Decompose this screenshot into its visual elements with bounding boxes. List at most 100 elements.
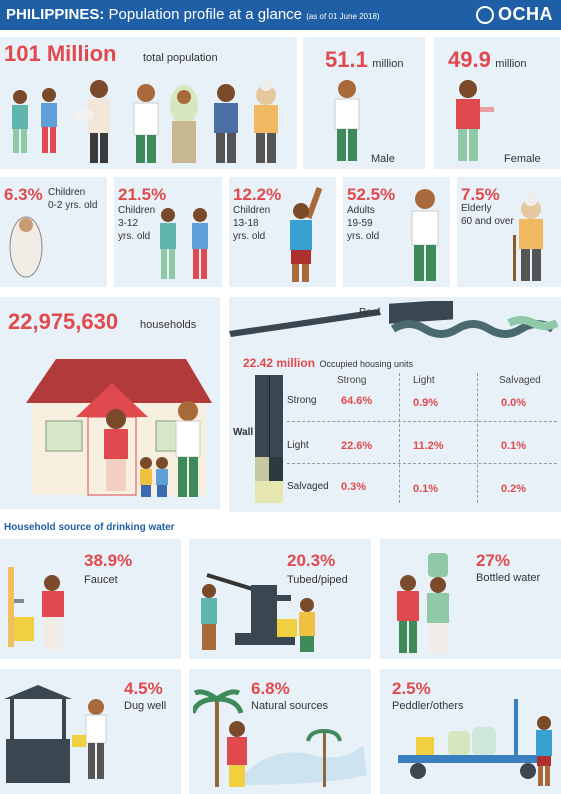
row-header-strong: Strong [287, 395, 316, 406]
age-line3: yrs. old [347, 231, 379, 242]
swaddled-baby-icon [6, 211, 46, 281]
water-label: Bottled water [476, 572, 540, 584]
un-emblem-icon [476, 6, 494, 24]
logo-text: OCHA [498, 4, 553, 24]
water-section-title: Household source of drinking water [4, 522, 175, 533]
female-value: 49.9 [448, 47, 491, 72]
water-faucet-panel: 38.9% Faucet [0, 539, 181, 659]
age-group-60-plus: 7.5% Elderly 60 and over [457, 177, 561, 287]
male-unit: million [372, 58, 403, 70]
age-pct: 6.3% [4, 185, 43, 205]
total-population-label: total population [143, 52, 218, 64]
housing-units-value: 22.42 million [243, 356, 315, 370]
age-line1: Elderly [461, 203, 492, 214]
col-header-strong: Strong [337, 375, 366, 386]
age-line2: 0-2 yrs. old [48, 200, 97, 211]
age-line1: Children [118, 205, 155, 216]
housing-units-label: Occupied housing units [319, 359, 413, 369]
households-panel: 22,975,630 households [0, 297, 220, 509]
water-label: Faucet [84, 574, 118, 586]
row-divider [287, 421, 557, 422]
adult-man-icon [403, 185, 447, 285]
water-pct: 4.5% [124, 679, 163, 699]
roof-label: Roof [359, 307, 380, 318]
age-line3: yrs. old [233, 231, 265, 242]
age-group-19-59: 52.5% Adults 19-59 yrs. old [343, 177, 450, 287]
female-label: Female [504, 153, 541, 165]
teen-waving-icon [283, 183, 333, 285]
age-pct: 12.2% [233, 185, 281, 205]
row-header-salvaged: Salvaged [287, 481, 329, 492]
water-pump-illustration [195, 561, 325, 657]
dug-well-illustration [4, 683, 120, 791]
households-label: households [140, 319, 196, 331]
col-header-salvaged: Salvaged [499, 375, 541, 386]
age-line2: 19-59 [347, 218, 373, 229]
housing-materials-panel: Roof 22.42 million Occupied housing unit… [229, 297, 561, 512]
water-label: Dug well [124, 700, 166, 712]
col-header-light: Light [413, 375, 435, 386]
households-value: 22,975,630 [8, 309, 118, 335]
water-bottled-panel: 27% Bottled water [380, 539, 561, 659]
male-value-wrap: 51.1 million [325, 47, 403, 73]
age-group-13-18: 12.2% Children 13-18 yrs. old [229, 177, 336, 287]
cell-salvaged-strong: 0.3% [341, 481, 366, 493]
age-line1: Children [48, 187, 85, 198]
female-panel: 49.9 million Female [434, 37, 560, 169]
family-illustration [4, 75, 294, 167]
col-divider [399, 373, 400, 503]
header-country: PHILIPPINES: [6, 6, 104, 23]
total-population-panel: 101 Million total population [0, 37, 297, 169]
male-label: Male [371, 153, 395, 165]
house-family-illustration [16, 353, 212, 503]
header-subtitle: Population profile at a glance [109, 6, 302, 23]
age-pct: 52.5% [347, 185, 395, 205]
age-pct: 7.5% [461, 185, 500, 205]
cell-light-light: 11.2% [413, 440, 444, 452]
female-figure-icon [446, 79, 496, 165]
age-line3: yrs. old [118, 231, 150, 242]
male-value: 51.1 [325, 47, 368, 72]
row-divider [287, 463, 557, 464]
female-value-wrap: 49.9 million [448, 47, 526, 73]
age-line1: Children [233, 205, 270, 216]
faucet-illustration [4, 567, 84, 657]
water-natural-panel: 6.8% Natural sources [189, 669, 371, 794]
age-group-3-12: 21.5% Children 3-12 yrs. old [114, 177, 222, 287]
roof-materials-graphic [229, 301, 561, 341]
col-divider [477, 373, 478, 503]
cell-light-salvaged: 0.1% [501, 440, 526, 452]
total-population-value: 101 Million [4, 41, 116, 67]
water-tubed-panel: 20.3% Tubed/piped [189, 539, 371, 659]
male-figure-icon [325, 79, 369, 165]
bottled-water-illustration [388, 549, 468, 657]
female-unit: million [495, 58, 526, 70]
housing-units-wrap: 22.42 million Occupied housing units [243, 354, 413, 372]
header-title: PHILIPPINES: Population profile at a gla… [6, 6, 380, 23]
cell-strong-salvaged: 0.0% [501, 397, 526, 409]
wall-materials-graphic [255, 375, 285, 505]
water-dugwell-panel: 4.5% Dug well [0, 669, 181, 794]
elderly-woman-icon [507, 191, 557, 285]
cell-salvaged-salvaged: 0.2% [501, 483, 526, 495]
natural-source-illustration [193, 685, 367, 791]
water-pct: 27% [476, 551, 510, 571]
header-date: (as of 01 June 2018) [306, 12, 379, 21]
peddler-cart-illustration [396, 693, 558, 791]
cell-strong-light: 0.9% [413, 397, 438, 409]
header-bar: PHILIPPINES: Population profile at a gla… [0, 0, 561, 30]
age-line1: Adults [347, 205, 375, 216]
age-line2: 13-18 [233, 218, 259, 229]
cell-salvaged-light: 0.1% [413, 483, 438, 495]
water-pct: 38.9% [84, 551, 132, 571]
age-line2: 60 and over [461, 216, 514, 227]
water-peddler-panel: 2.5% Peddler/others [380, 669, 561, 794]
row-header-light: Light [287, 440, 309, 451]
male-panel: 51.1 million Male [303, 37, 425, 169]
school-children-icon [154, 201, 220, 285]
wall-label: Wall [233, 427, 253, 438]
age-group-0-2: 6.3% Children 0-2 yrs. old [0, 177, 107, 287]
cell-light-strong: 22.6% [341, 440, 372, 452]
ocha-logo: OCHA [476, 4, 553, 25]
cell-strong-strong: 64.6% [341, 395, 372, 407]
